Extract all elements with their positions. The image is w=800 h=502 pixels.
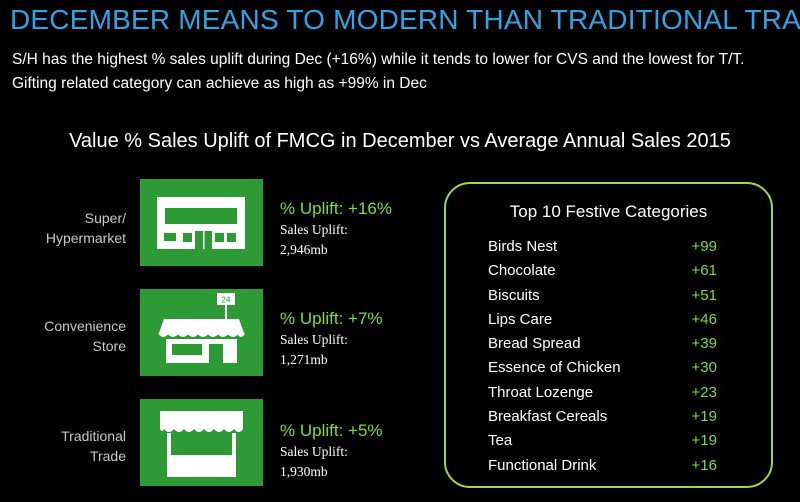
uplift-traditional: % Uplift: +5% [280,421,383,440]
panel-title: Top 10 Festive Categories [509,202,708,221]
category-value: +19 [691,432,717,450]
list-item: Lips Care +46 [488,311,717,335]
sales-value-traditional: 1,930mb [280,464,328,479]
top-categories-panel: Top 10 Festive Categories Birds Nest +99 … [444,182,773,488]
category-value: +61 [691,262,717,280]
category-name: Bread Spread [488,335,581,353]
channel-label-line1: Super/ [84,210,126,226]
list-item: Functional Drink +16 [488,457,717,481]
sales-value-supermarket: 2,946mb [280,242,328,257]
uplift-supermarket: % Uplift: +16% [280,199,392,218]
channel-label-supermarket: Super/ Hypermarket [10,208,126,248]
page-title: DECEMBER MEANS TO MODERN THAN TRADITIONA… [10,4,800,35]
channel-label-line2: Trade [89,448,126,464]
category-name: Chocolate [488,262,556,280]
list-item: Essence of Chicken +30 [488,359,717,383]
sales-label-traditional: Sales Uplift: [280,444,348,459]
store-badge: 24 [222,296,231,305]
category-name: Biscuits [488,286,540,304]
list-item: Tea +19 [488,432,717,456]
page-subtitle: S/H has the highest % sales uplift durin… [12,51,745,92]
list-item: Birds Nest +99 [488,238,717,262]
category-name: Lips Care [488,310,553,328]
uplift-convenience: % Uplift: +7% [280,309,383,328]
sales-label-supermarket: Sales Uplift: [280,222,348,237]
channel-label-line1: Convenience [44,318,126,334]
category-name: Birds Nest [488,238,558,255]
channel-label-line1: Traditional [61,428,126,444]
category-value: +19 [691,408,717,426]
channel-label-traditional: Traditional Trade [10,426,126,466]
convenience-store-icon: 24 [140,289,263,376]
category-list: Birds Nest +99 Chocolate +61 Biscuits +51 L… [488,238,717,481]
category-value: +23 [691,383,717,401]
category-name: Breakfast Cereals [488,408,608,426]
sales-label-convenience: Sales Uplift: [280,332,348,347]
list-item: Bread Spread +39 [488,335,717,359]
category-value: +99 [691,238,717,255]
category-name: Functional Drink [488,456,597,474]
category-value: +30 [691,359,717,377]
list-item: Biscuits +51 [488,287,717,311]
channel-label-convenience: Convenience Store [10,316,126,356]
category-name: Throat Lozenge [488,383,594,401]
market-stall-icon [140,399,263,486]
category-value: +16 [691,456,717,474]
category-name: Essence of Chicken [488,359,621,377]
channel-label-line2: Hypermarket [45,230,126,246]
list-item: Throat Lozenge +23 [488,384,717,408]
supermarket-icon [140,179,263,266]
category-value: +46 [691,310,717,328]
sales-value-convenience: 1,271mb [280,352,328,367]
section-title: Value % Sales Uplift of FMCG in December… [69,130,731,152]
category-value: +51 [691,286,717,304]
list-item: Breakfast Cereals +19 [488,408,717,432]
channel-label-line2: Store [92,338,126,354]
category-name: Tea [488,432,513,450]
list-item: Chocolate +61 [488,262,717,286]
category-value: +39 [691,335,717,353]
